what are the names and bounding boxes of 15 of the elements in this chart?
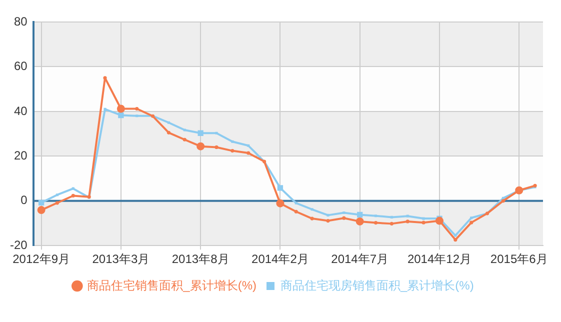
x-tick-label: 2013年8月 (172, 252, 230, 266)
y-tick-label: -20 (10, 238, 28, 252)
legend-label: 商品住宅销售面积_累计增长(%) (87, 278, 257, 292)
y-tick-label: 80 (14, 14, 28, 28)
x-tick-label: 2012年9月 (12, 252, 70, 266)
y-tick-label: 40 (14, 104, 28, 118)
y-tick-label: 20 (14, 148, 28, 162)
x-tick-label: 2014年12月 (407, 252, 472, 266)
legend-label: 商品住宅现房销售面积_累计增长(%) (280, 278, 474, 292)
x-tick-label: 2014年7月 (331, 252, 389, 266)
x-tick-label: 2014年2月 (252, 252, 309, 266)
x-tick-label: 2015年6月 (490, 252, 548, 266)
y-tick-label: 60 (14, 59, 28, 74)
y-tick-label: 0 (20, 193, 28, 208)
x-tick-label: 2013年3月 (92, 252, 150, 266)
